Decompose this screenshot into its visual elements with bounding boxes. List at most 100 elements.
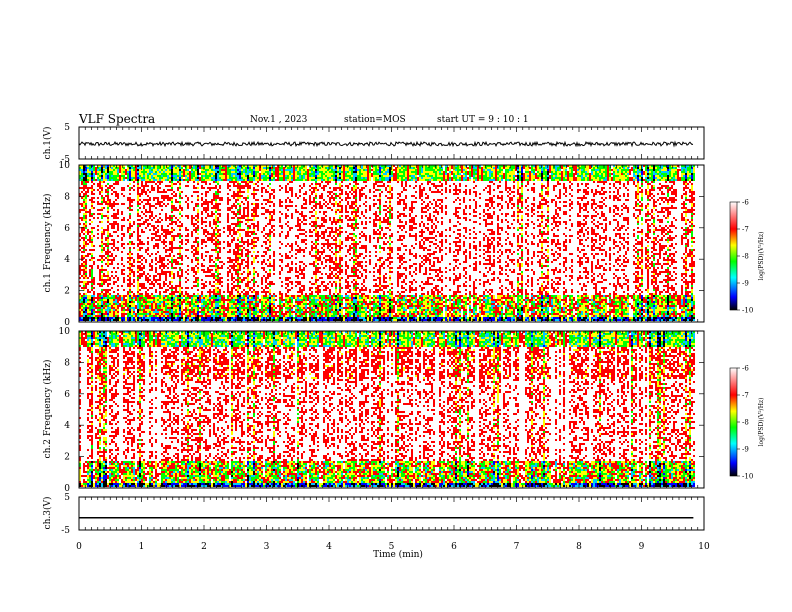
spectrogram-cell bbox=[103, 289, 105, 291]
spectrogram-cell bbox=[101, 249, 103, 251]
spectrogram-cell bbox=[85, 265, 87, 267]
spectrogram-cell bbox=[107, 293, 109, 295]
spectrogram-cell bbox=[97, 175, 99, 177]
spectrogram-cell bbox=[87, 239, 89, 241]
spectrogram-cell bbox=[83, 223, 85, 225]
spectrogram-cell bbox=[107, 203, 109, 205]
spectrogram-cell bbox=[91, 273, 93, 275]
spectrogram-cell bbox=[111, 179, 113, 181]
spectrogram-cell bbox=[81, 217, 83, 219]
spectrogram-cell bbox=[81, 179, 83, 181]
spectrogram-cell bbox=[105, 243, 107, 245]
spectrogram-cell bbox=[85, 313, 87, 315]
spectrogram-cell bbox=[107, 297, 109, 299]
spectrogram-cell bbox=[91, 193, 93, 195]
spectrogram-cell bbox=[83, 255, 85, 257]
spectrogram-cell bbox=[111, 297, 113, 299]
spectrogram-cell bbox=[93, 311, 95, 313]
spectrogram-cell bbox=[111, 311, 113, 313]
spectrogram-cell bbox=[91, 259, 93, 261]
spectrogram-cell bbox=[101, 197, 103, 199]
spectrogram-cell bbox=[91, 243, 93, 245]
spectrogram-cell bbox=[85, 269, 87, 271]
spectrogram-cell bbox=[101, 235, 103, 237]
spectrogram-cell bbox=[105, 195, 107, 197]
spectrogram-cell bbox=[83, 177, 85, 179]
spectrogram-cell bbox=[83, 257, 85, 259]
spectrogram-cell bbox=[105, 319, 107, 321]
spectrogram-cell bbox=[111, 239, 113, 241]
spectrogram-cell bbox=[87, 277, 89, 279]
spectrogram-cell bbox=[105, 175, 107, 177]
spectrogram-cell bbox=[99, 209, 101, 211]
spectrogram-cell bbox=[105, 179, 107, 181]
spectrogram-cell bbox=[107, 205, 109, 207]
spectrogram-cell bbox=[101, 175, 103, 177]
spectrogram-cell bbox=[83, 311, 85, 313]
spectrogram-cell bbox=[93, 175, 95, 177]
spectrogram-cell bbox=[101, 293, 103, 295]
spectrogram-cell bbox=[81, 171, 83, 173]
spectrogram-cell bbox=[83, 189, 85, 191]
spectrogram-cell bbox=[111, 307, 113, 309]
spectrogram-cell bbox=[107, 237, 109, 239]
spectrogram-cell bbox=[97, 171, 99, 173]
spectrogram-cell bbox=[89, 319, 91, 321]
spectrogram-cell bbox=[97, 267, 99, 269]
spectrogram-cell bbox=[85, 263, 87, 265]
spectrogram-cell bbox=[83, 219, 85, 221]
spectrogram-cell bbox=[97, 313, 99, 315]
spectrogram-cell bbox=[107, 217, 109, 219]
spectrogram-cell bbox=[81, 263, 83, 265]
spectrogram-cell bbox=[101, 245, 103, 247]
y-tick-label: 5 bbox=[64, 123, 70, 133]
spectrogram-cell bbox=[85, 193, 87, 195]
spectrogram-cell bbox=[109, 301, 111, 303]
spectrogram-cell bbox=[81, 167, 83, 169]
spectrogram-cell bbox=[103, 275, 105, 277]
spectrogram-cell bbox=[81, 191, 83, 193]
spectrogram-cell bbox=[83, 283, 85, 285]
spectrogram-cell bbox=[107, 289, 109, 291]
spectrogram-cell bbox=[93, 171, 95, 173]
spectrogram-cell bbox=[91, 191, 93, 193]
spectrogram-cell bbox=[107, 313, 109, 315]
spectrogram-cell bbox=[101, 199, 103, 201]
spectrogram-cell bbox=[83, 193, 85, 195]
spectrogram-cell bbox=[81, 169, 83, 171]
spectrogram-cell bbox=[103, 201, 105, 203]
spectrogram-cell bbox=[85, 287, 87, 289]
spectrogram-cell bbox=[99, 181, 101, 183]
spectrogram-cell bbox=[85, 299, 87, 301]
spectrogram-cell bbox=[85, 173, 87, 175]
spectrogram-cell bbox=[89, 235, 91, 237]
spectrogram-cell bbox=[83, 301, 85, 303]
spectrogram-cell bbox=[85, 223, 87, 225]
spectrogram-cell bbox=[101, 301, 103, 303]
spectrogram-cell bbox=[111, 275, 113, 277]
spectrogram-cell bbox=[93, 303, 95, 305]
spectrogram-cell bbox=[97, 317, 99, 319]
spectrogram-cell bbox=[101, 247, 103, 249]
spectrogram-cell bbox=[91, 299, 93, 301]
spectrogram-cell bbox=[87, 253, 89, 255]
spectrogram-cell bbox=[83, 215, 85, 217]
spectrogram-cell bbox=[93, 313, 95, 315]
spectrogram-cell bbox=[85, 185, 87, 187]
spectrogram-cell bbox=[101, 191, 103, 193]
spectrogram-cell bbox=[89, 231, 91, 233]
spectrogram-cell bbox=[99, 299, 101, 301]
spectrogram-cell bbox=[83, 319, 85, 321]
spectrogram-cell bbox=[87, 191, 89, 193]
spectrogram-cell bbox=[89, 239, 91, 241]
spectrogram-cell bbox=[105, 281, 107, 283]
spectrogram-cell bbox=[105, 251, 107, 253]
spectrogram-cell bbox=[89, 303, 91, 305]
spectrogram-cell bbox=[85, 171, 87, 173]
spectrogram-cell bbox=[111, 189, 113, 191]
spectrogram-cell bbox=[105, 309, 107, 311]
spectrogram-cell bbox=[111, 207, 113, 209]
spectrogram-cell bbox=[105, 169, 107, 171]
spectrogram-cell bbox=[107, 303, 109, 305]
spectrogram-cell bbox=[91, 267, 93, 269]
